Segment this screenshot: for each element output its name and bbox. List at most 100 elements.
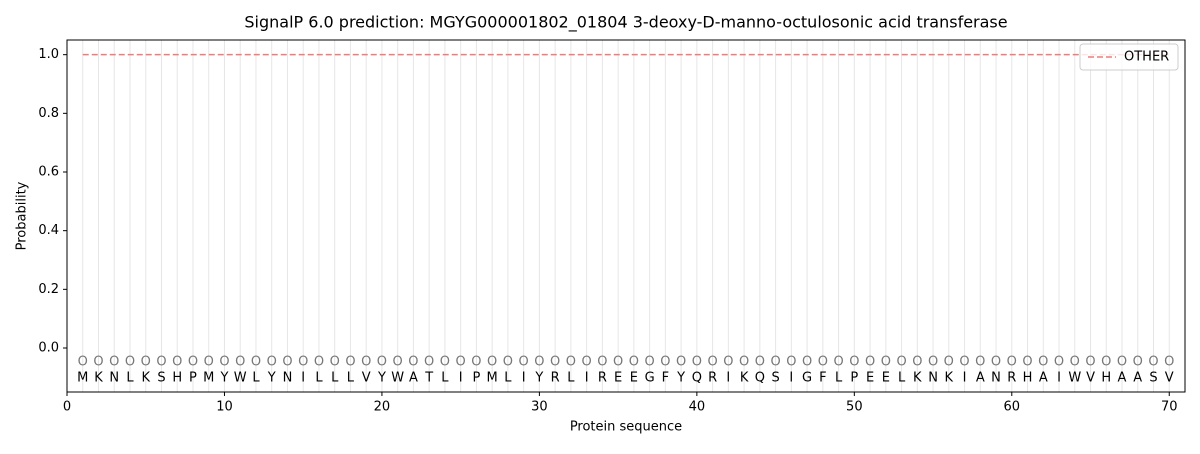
predicted-label: O xyxy=(613,355,623,370)
predicted-label: O xyxy=(629,355,639,370)
residue-label: A xyxy=(409,371,418,386)
residue-label: S xyxy=(157,371,165,386)
residue-label: E xyxy=(866,371,874,386)
y-tick-label: 0.4 xyxy=(38,223,59,238)
residue-label: E xyxy=(882,371,890,386)
legend-box xyxy=(1079,43,1179,71)
residue-label: E xyxy=(630,371,638,386)
residue-label: R xyxy=(551,371,560,386)
y-tick-label: 0.6 xyxy=(38,165,59,180)
residue-label: I xyxy=(789,371,793,386)
residue-label: Y xyxy=(219,371,228,386)
predicted-label: O xyxy=(487,355,497,370)
residue-label: V xyxy=(362,371,371,386)
predicted-label: O xyxy=(1133,355,1143,370)
residue-label: T xyxy=(424,371,433,386)
predicted-label: O xyxy=(1022,355,1032,370)
x-axis-label: Protein sequence xyxy=(570,420,682,435)
predicted-label: O xyxy=(471,355,481,370)
predicted-label: O xyxy=(833,355,843,370)
residue-label: S xyxy=(1149,371,1157,386)
predicted-label: O xyxy=(125,355,135,370)
predicted-label: O xyxy=(298,355,308,370)
predicted-label: O xyxy=(172,355,182,370)
residue-label: N xyxy=(991,371,1001,386)
predicted-label: O xyxy=(786,355,796,370)
residue-label: Q xyxy=(692,371,702,386)
predicted-label: O xyxy=(456,355,466,370)
predicted-label: O xyxy=(1085,355,1095,370)
predicted-label: O xyxy=(1164,355,1174,370)
plot-frame xyxy=(66,39,1186,393)
predicted-label: O xyxy=(330,355,340,370)
residue-label: R xyxy=(1007,371,1016,386)
predicted-label: O xyxy=(503,355,513,370)
predicted-label: O xyxy=(219,355,229,370)
predicted-label: O xyxy=(944,355,954,370)
residue-label: Y xyxy=(267,371,276,386)
residue-label: I xyxy=(963,371,967,386)
residue-label: I xyxy=(459,371,463,386)
chart-title: SignalP 6.0 prediction: MGYG000001802_01… xyxy=(244,13,1007,33)
residue-label: H xyxy=(1101,371,1111,386)
residue-label: Y xyxy=(377,371,386,386)
predicted-label: O xyxy=(78,355,88,370)
x-tick-label: 70 xyxy=(1161,400,1178,415)
y-tick-label: 0.8 xyxy=(38,106,59,121)
predicted-label: O xyxy=(440,355,450,370)
residue-label: L xyxy=(126,371,134,386)
residue-label: H xyxy=(172,371,182,386)
residue-label: M xyxy=(487,371,498,386)
residue-label: N xyxy=(928,371,938,386)
x-tick-label: 40 xyxy=(689,400,706,415)
legend-label: OTHER xyxy=(1124,50,1169,65)
predicted-label: O xyxy=(1054,355,1064,370)
predicted-label: O xyxy=(408,355,418,370)
x-tick-label: 20 xyxy=(374,400,391,415)
predicted-label: O xyxy=(755,355,765,370)
predicted-label: O xyxy=(739,355,749,370)
residue-label: P xyxy=(472,371,480,386)
residue-label: K xyxy=(945,371,954,386)
predicted-label: O xyxy=(251,355,261,370)
residue-label: L xyxy=(898,371,906,386)
residue-label: Y xyxy=(676,371,685,386)
y-tick-label: 0.2 xyxy=(38,282,59,297)
residue-label: L xyxy=(331,371,339,386)
predicted-label: O xyxy=(314,355,324,370)
predicted-label: O xyxy=(975,355,985,370)
residue-label: I xyxy=(301,371,305,386)
residue-label: V xyxy=(1086,371,1095,386)
residue-label: Q xyxy=(755,371,765,386)
residue-label: A xyxy=(1118,371,1127,386)
residue-label: W xyxy=(391,371,404,386)
predicted-label: O xyxy=(188,355,198,370)
predicted-label: O xyxy=(896,355,906,370)
predicted-label: O xyxy=(818,355,828,370)
predicted-label: O xyxy=(645,355,655,370)
predicted-label: O xyxy=(959,355,969,370)
residue-label: R xyxy=(708,371,717,386)
residue-label: G xyxy=(802,371,812,386)
x-tick-label: 0 xyxy=(63,400,71,415)
residue-label: I xyxy=(1057,371,1061,386)
residue-label: K xyxy=(913,371,922,386)
predicted-label: O xyxy=(393,355,403,370)
residue-label: I xyxy=(585,371,589,386)
y-tick-label: 0.0 xyxy=(38,341,59,356)
residue-label: L xyxy=(441,371,449,386)
residue-label: L xyxy=(315,371,323,386)
predicted-label: O xyxy=(566,355,576,370)
predicted-label: O xyxy=(534,355,544,370)
predicted-label: O xyxy=(849,355,859,370)
x-tick-label: 60 xyxy=(1004,400,1021,415)
residue-label: L xyxy=(347,371,355,386)
predicted-label: O xyxy=(770,355,780,370)
residue-label: L xyxy=(835,371,843,386)
predicted-label: O xyxy=(424,355,434,370)
predicted-label: O xyxy=(1070,355,1080,370)
predicted-label: O xyxy=(991,355,1001,370)
predicted-label: O xyxy=(660,355,670,370)
